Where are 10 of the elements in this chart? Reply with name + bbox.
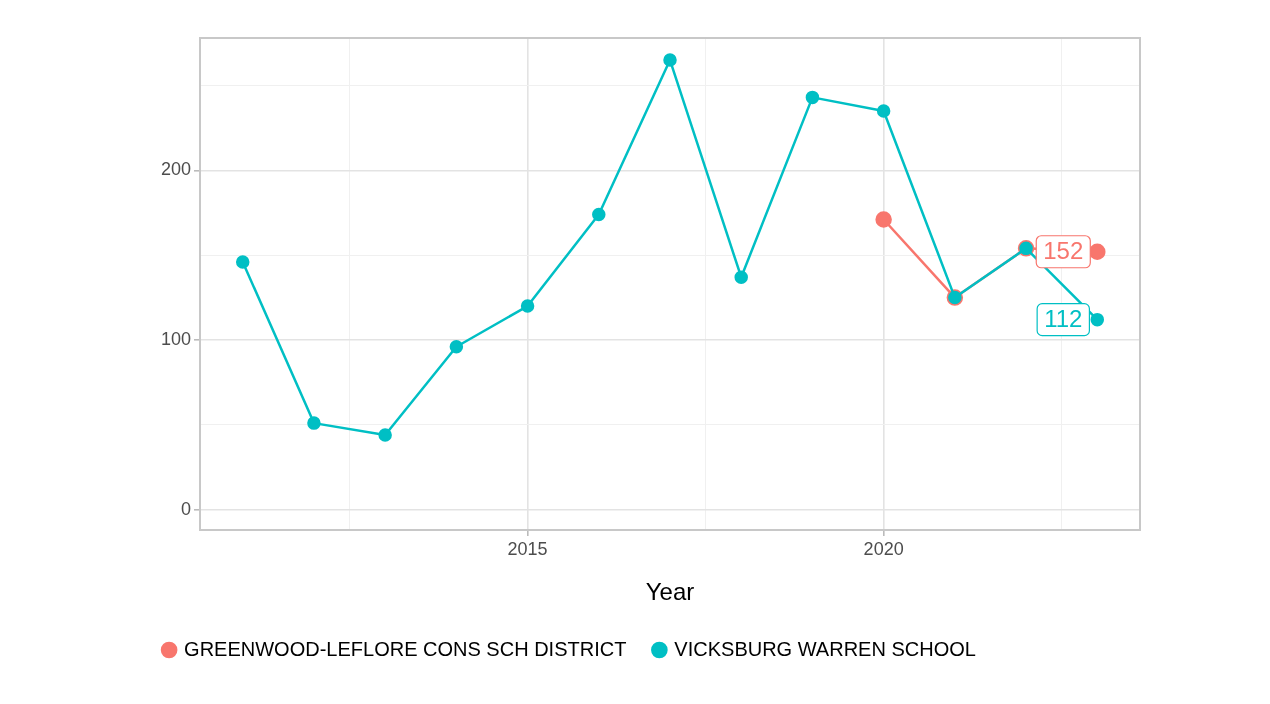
x-axis-title: Year [645, 578, 695, 606]
data-label: 112 [1044, 305, 1083, 333]
y-tick-label: 100 [160, 328, 191, 349]
legend-label: VICKSBURG WARREN SCHOOL [674, 637, 976, 660]
legend-label: GREENWOOD-LEFLORE CONS SCH DISTRICT [184, 637, 627, 660]
data-label: 152 [1043, 237, 1084, 265]
x-tick-label: 2015 [507, 538, 548, 559]
x-tick-label: 2020 [863, 538, 904, 559]
y-tick-label: 0 [180, 498, 191, 519]
y-tick-label: 200 [160, 159, 191, 180]
